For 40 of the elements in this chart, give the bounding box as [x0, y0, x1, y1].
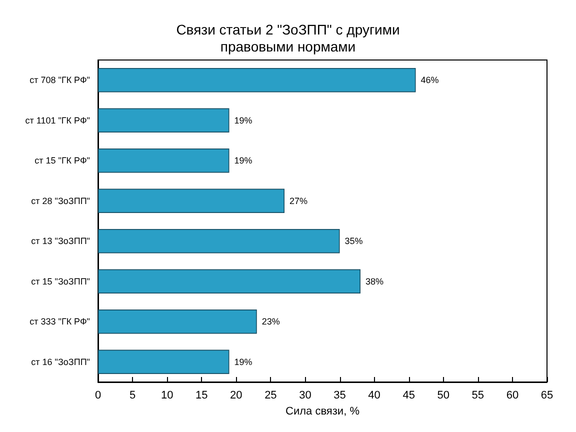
bar [98, 229, 340, 254]
x-tick-label: 40 [368, 390, 380, 402]
data-label: 19% [234, 115, 252, 126]
x-tick-label: 65 [540, 390, 554, 402]
data-label: 46% [420, 75, 439, 86]
data-label: 35% [344, 236, 363, 246]
x-tick-label: 15 [195, 390, 208, 402]
x-tick-label: 55 [472, 390, 484, 402]
x-tick-label: 60 [506, 390, 519, 402]
bar [98, 310, 257, 334]
y-tick-label: ст 13 "ЗоЗПП" [31, 236, 90, 246]
x-axis-title: Сила связи, % [286, 405, 360, 418]
bar [98, 350, 230, 374]
y-tick-label: ст 708 "ГК РФ" [30, 75, 90, 86]
bar [98, 108, 230, 132]
x-tick-label: 5 [129, 390, 136, 402]
x-tick-label: 50 [437, 390, 450, 402]
data-label: 19% [234, 356, 252, 367]
y-tick-label: ст 15 "ГК РФ" [34, 156, 90, 166]
x-tick-label: 30 [299, 390, 312, 402]
y-tick-label: ст 28 "ЗоЗПП" [31, 196, 90, 206]
y-tick-label: ст 1101 "ГК РФ" [25, 115, 90, 126]
data-label: 19% [234, 156, 252, 166]
data-label: 38% [365, 276, 384, 286]
data-label: 23% [262, 316, 280, 327]
bar [98, 68, 416, 92]
data-label: 27% [290, 196, 308, 206]
bar [98, 269, 360, 294]
x-tick-label: 25 [264, 390, 277, 402]
bar [98, 188, 285, 213]
y-tick-label: ст 333 "ГК РФ" [30, 316, 90, 327]
x-tick-label: 0 [94, 390, 102, 402]
chart-title: Связи статьи 2 "ЗоЗПП" с другими правовыми нормами [176, 22, 400, 54]
y-tick-label: ст 16 "ЗоЗПП" [31, 356, 90, 367]
x-tick-label: 35 [334, 390, 346, 402]
bar [98, 148, 230, 173]
x-tick-label: 10 [160, 390, 174, 402]
x-tick-label: 20 [230, 390, 242, 402]
y-tick-label: ст 15 "ЗоЗПП" [31, 276, 90, 286]
x-tick-label: 45 [402, 390, 415, 402]
